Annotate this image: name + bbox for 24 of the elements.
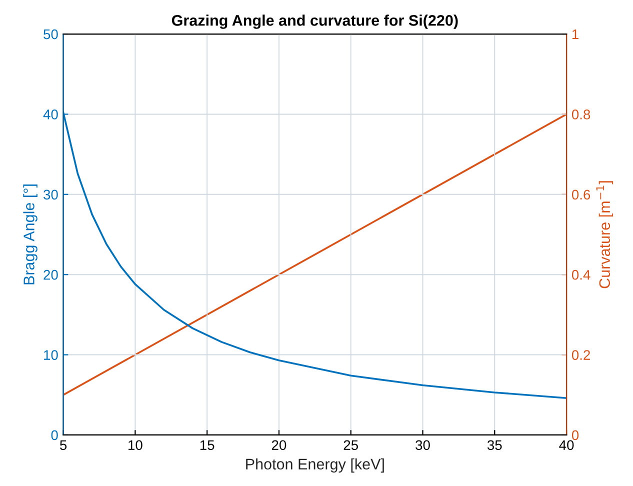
x-tick-label: 40 xyxy=(559,440,574,450)
y-axis-title: Bragg Angle [°] xyxy=(23,184,38,284)
y-tick-label: 40 xyxy=(43,110,58,120)
y2-tick-label: 0.4 xyxy=(572,270,590,280)
y2-tick-label: 0.2 xyxy=(572,350,590,360)
y-tick-label: 10 xyxy=(44,350,58,360)
y-tick-label: 0 xyxy=(51,430,58,440)
x-axis-title: Photon Energy [keV] xyxy=(246,458,384,473)
y-tick-label: 30 xyxy=(44,190,58,200)
y2-tick-label: 0.8 xyxy=(572,110,590,120)
x-tick-label: 30 xyxy=(416,440,430,450)
y2-tick-label: 1 xyxy=(572,29,578,40)
x-tick-label: 20 xyxy=(272,440,286,450)
chart-title: Grazing Angle and curvature for Si(220) xyxy=(172,14,458,29)
y-tick-label: 20 xyxy=(44,270,58,280)
y-tick-label: 50 xyxy=(44,29,58,40)
y2-axis-title: Curvature [m$^{−1}$] xyxy=(596,181,614,288)
x-tick-label: 35 xyxy=(487,440,502,450)
x-tick-label: 25 xyxy=(344,440,358,450)
x-tick-label: 5 xyxy=(60,440,67,450)
y2-tick-label: 0 xyxy=(572,430,579,440)
x-tick-label: 10 xyxy=(128,440,142,450)
y2-tick-label: 0.6 xyxy=(572,190,590,200)
x-tick-label: 15 xyxy=(200,440,214,450)
